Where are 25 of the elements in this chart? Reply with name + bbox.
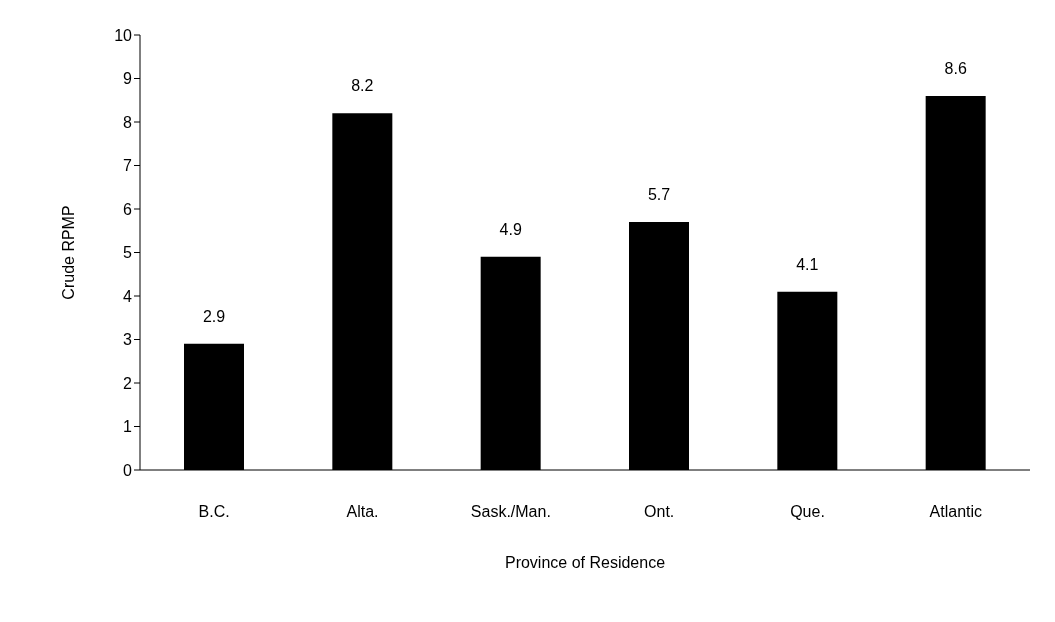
x-axis-title: Province of Residence [504, 554, 666, 571]
y-axis-title: Crude RPMP [59, 205, 77, 300]
y-tick-label: 3 [123, 331, 133, 349]
data-label: 4.9 [499, 220, 522, 238]
x-tick-label: Sask./Man. [470, 503, 551, 521]
y-tick-label: 8 [123, 113, 133, 131]
y-tick-label: 10 [114, 26, 133, 44]
data-label: 5.7 [647, 186, 671, 204]
data-label: 8.6 [944, 59, 967, 77]
y-tick-label: 2 [123, 374, 133, 392]
x-tick-label: B.C. [198, 503, 230, 521]
data-label: 2.9 [202, 307, 226, 325]
y-tick-label: 4 [123, 287, 133, 305]
y-tick-label: 1 [123, 418, 133, 436]
y-tick-label: 6 [123, 200, 133, 218]
y-tick-label: 0 [123, 461, 133, 479]
y-tick-label: 9 [123, 70, 133, 88]
x-tick-label: Que. [790, 503, 825, 521]
x-tick-label: Alta. [346, 503, 379, 521]
y-tick-label: 5 [123, 244, 133, 262]
y-tick-label: 7 [123, 157, 133, 175]
data-label: 4.1 [796, 255, 819, 273]
x-tick-label: Ont. [644, 503, 675, 521]
x-tick-label: Atlantic [929, 503, 983, 521]
data-label: 8.2 [351, 77, 374, 95]
